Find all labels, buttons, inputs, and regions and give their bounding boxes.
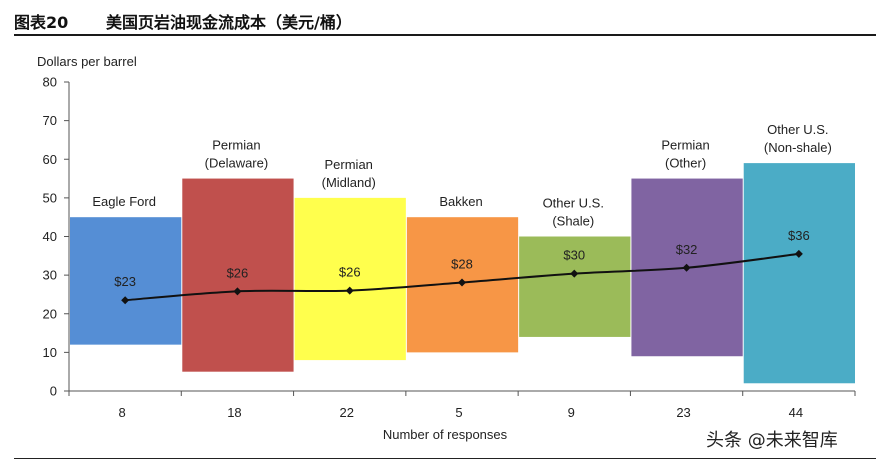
region-label: (Shale) bbox=[552, 214, 594, 229]
average-value-label: $26 bbox=[227, 265, 249, 280]
y-axis-title: Dollars per barrel bbox=[37, 54, 137, 69]
average-value-label: $23 bbox=[114, 274, 136, 289]
average-point bbox=[570, 269, 579, 278]
region-label: Eagle Ford bbox=[92, 194, 156, 209]
bottom-rule bbox=[14, 458, 876, 459]
average-value-label: $36 bbox=[788, 228, 810, 243]
figure-label: 图表20 bbox=[14, 13, 69, 32]
y-tick-label: 10 bbox=[43, 345, 57, 360]
y-tick-label: 30 bbox=[43, 268, 57, 283]
average-point bbox=[682, 263, 691, 272]
range-bar bbox=[519, 236, 631, 337]
region-label: Permian bbox=[212, 138, 260, 153]
title-bar: 图表20 美国页岩油现金流成本（美元/桶） bbox=[14, 4, 876, 36]
region-label: (Delaware) bbox=[205, 156, 269, 171]
y-tick-label: 50 bbox=[43, 190, 57, 205]
chart-title: 美国页岩油现金流成本（美元/桶） bbox=[106, 13, 352, 32]
region-label: Permian bbox=[325, 157, 373, 172]
average-point bbox=[458, 278, 466, 287]
x-axis-title: Number of responses bbox=[383, 427, 508, 442]
y-tick-label: 80 bbox=[43, 75, 57, 90]
y-tick-label: 70 bbox=[43, 113, 57, 128]
average-value-label: $26 bbox=[339, 265, 361, 280]
range-bar bbox=[294, 197, 406, 361]
x-tick-label: 44 bbox=[789, 405, 803, 420]
watermark: 头条 @未来智库 bbox=[706, 430, 838, 451]
average-point bbox=[233, 287, 242, 296]
y-tick-label: 60 bbox=[43, 152, 57, 167]
average-value-label: $32 bbox=[676, 242, 698, 257]
x-tick-label: 9 bbox=[568, 405, 575, 420]
x-tick-label: 18 bbox=[227, 405, 241, 420]
region-label: Other U.S. bbox=[543, 196, 604, 211]
average-value-label: $28 bbox=[451, 256, 473, 271]
region-label: Other U.S. bbox=[767, 122, 828, 137]
region-label: (Other) bbox=[665, 156, 706, 171]
average-point bbox=[121, 296, 130, 305]
x-tick-label: 5 bbox=[455, 405, 462, 420]
average-value-label: $30 bbox=[563, 248, 585, 263]
y-tick-label: 20 bbox=[43, 306, 57, 321]
range-bar bbox=[70, 217, 182, 345]
x-tick-label: 23 bbox=[676, 405, 690, 420]
region-label: (Non-shale) bbox=[764, 140, 832, 155]
x-tick-label: 22 bbox=[339, 405, 353, 420]
range-bar bbox=[743, 163, 855, 384]
x-tick-label: 8 bbox=[119, 405, 126, 420]
range-bar bbox=[182, 178, 294, 372]
y-tick-label: 0 bbox=[50, 384, 57, 399]
region-label: (Midland) bbox=[322, 175, 376, 190]
average-point bbox=[345, 286, 354, 295]
average-point bbox=[794, 249, 803, 258]
y-tick-label: 40 bbox=[43, 229, 57, 244]
region-label: Bakken bbox=[439, 194, 482, 209]
region-label: Permian bbox=[661, 138, 709, 153]
